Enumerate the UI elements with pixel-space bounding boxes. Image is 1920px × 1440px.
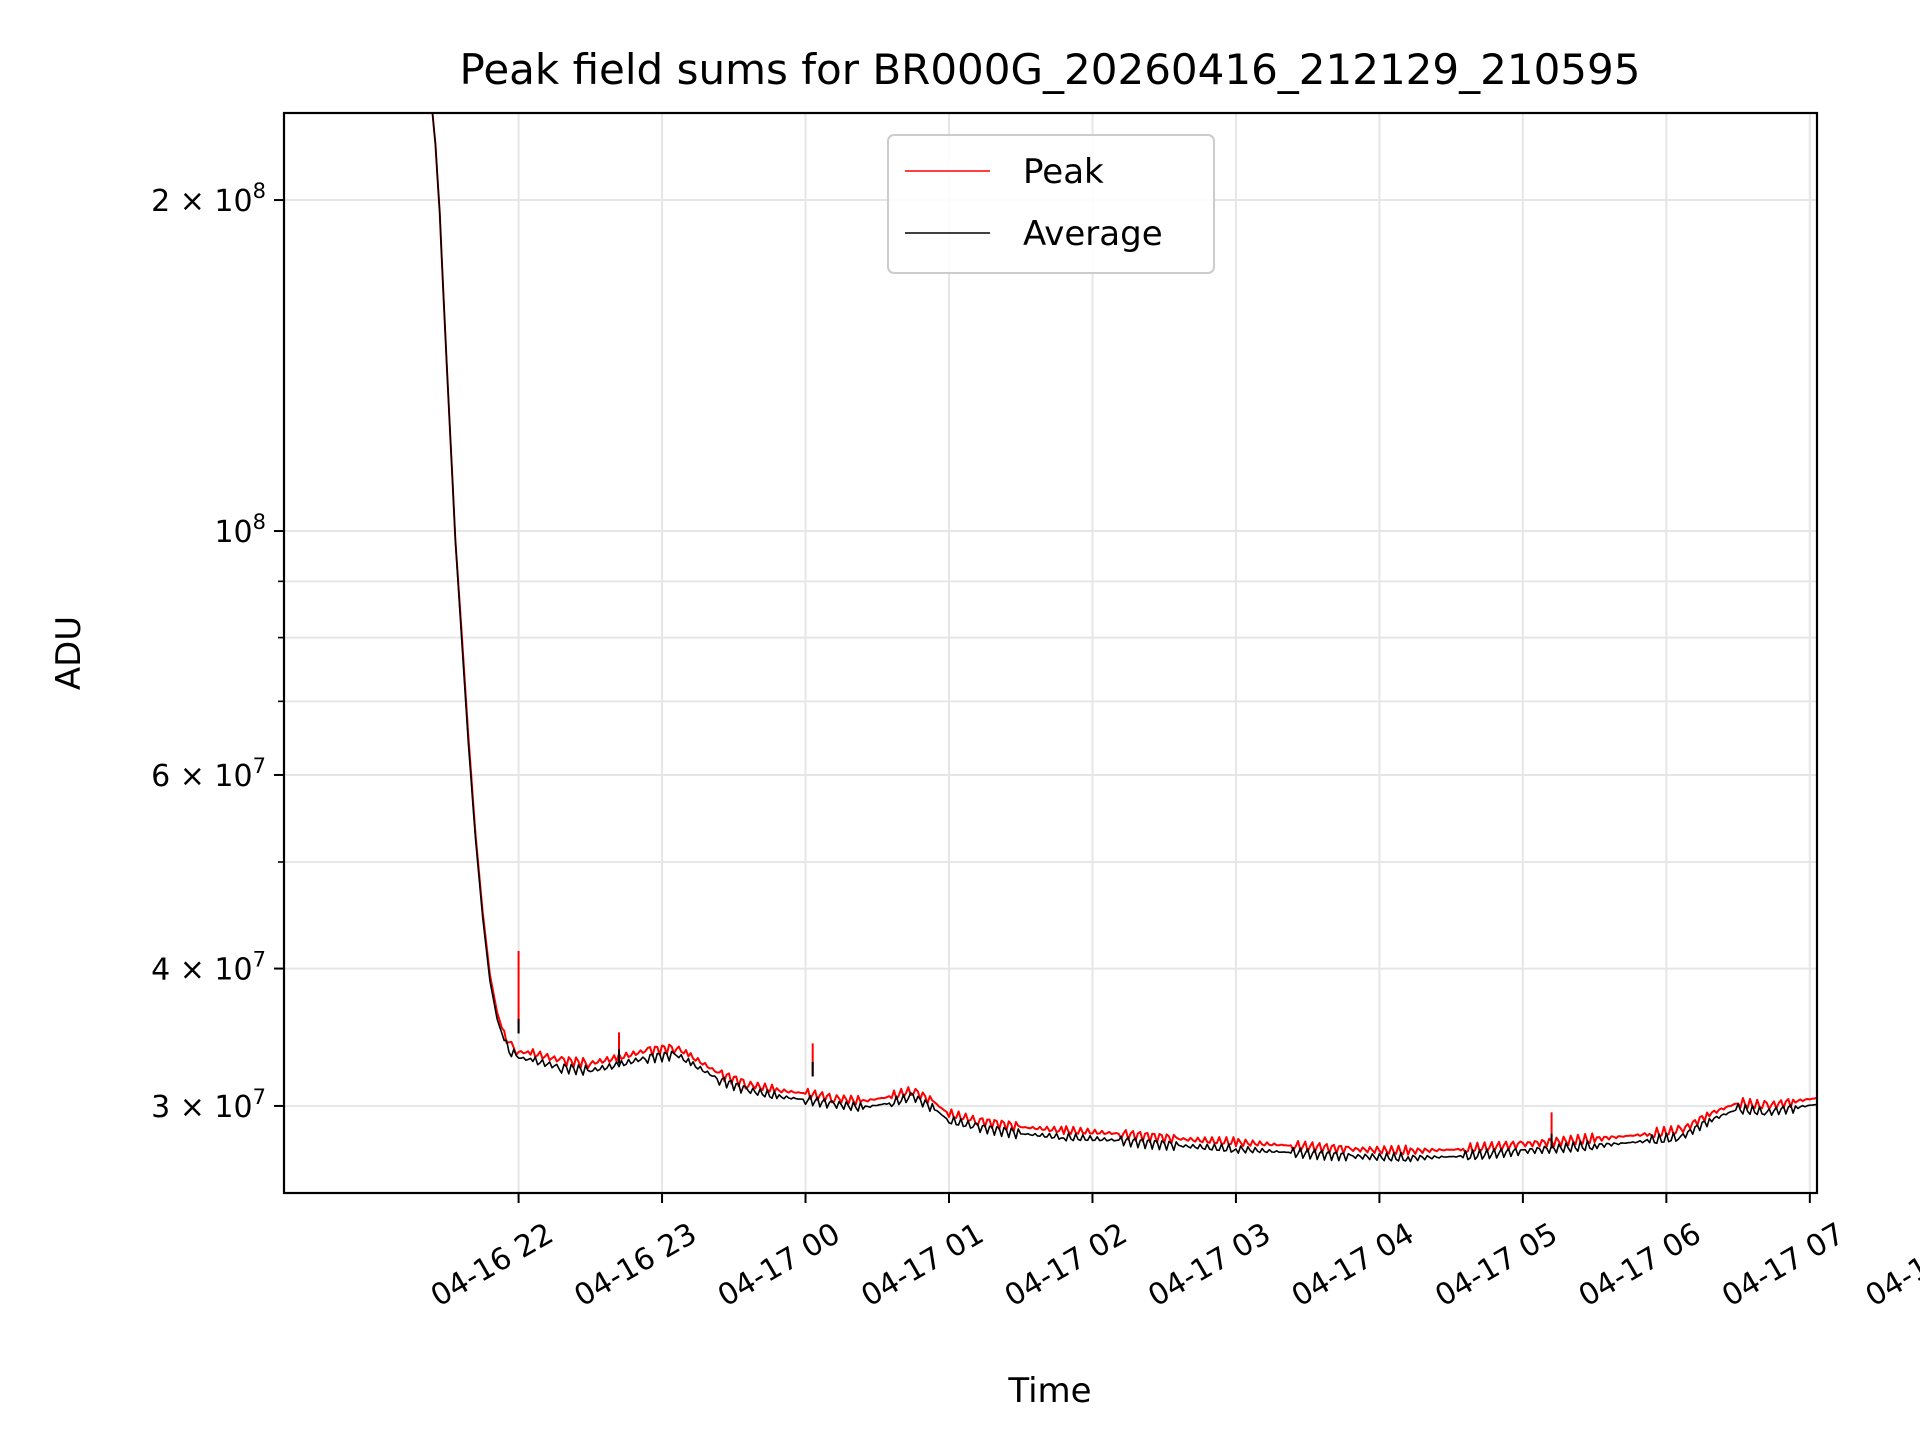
series-line-peak xyxy=(431,113,1817,1156)
y-tick-label: 2 × 108 xyxy=(151,179,266,219)
plot-frame xyxy=(282,111,1819,1195)
grid xyxy=(284,113,1817,1193)
legend-label-average: Average xyxy=(1023,214,1163,254)
legend-box xyxy=(887,134,1215,274)
series-layer xyxy=(431,113,1817,1163)
y-tick-label: 3 × 107 xyxy=(151,1085,266,1125)
series-line-average xyxy=(431,113,1817,1163)
legend: Peak Average xyxy=(887,134,1215,274)
chart-title: Peak field sums for BR000G_20260416_2121… xyxy=(460,45,1641,94)
spike-layer xyxy=(517,950,1553,1149)
y-tick-label: 4 × 107 xyxy=(151,948,266,988)
x-axis-label: Time xyxy=(1007,1371,1091,1411)
legend-label-peak: Peak xyxy=(1023,152,1104,192)
y-axis: 3 × 107 4 × 107 6 × 107 108 2 × 108 xyxy=(151,179,284,1125)
y-tick-label: 6 × 107 xyxy=(151,754,266,794)
y-axis-label: ADU xyxy=(49,616,89,690)
y-tick-label: 108 xyxy=(214,510,266,550)
